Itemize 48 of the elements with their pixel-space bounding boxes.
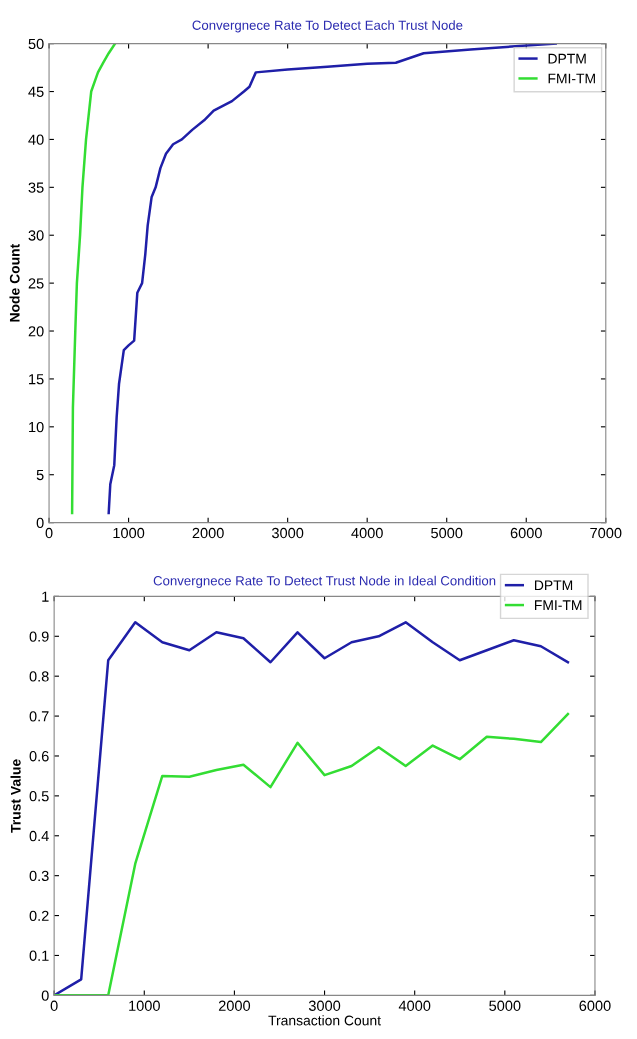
x-tick-label: 4000 <box>351 527 383 539</box>
x-tick-label: 7000 <box>590 527 622 539</box>
line-series <box>70 43 117 515</box>
x-tick-label: 2000 <box>218 1000 251 1011</box>
line-series <box>54 621 570 996</box>
x-tick-label: 4000 <box>398 1000 431 1011</box>
x-tick-label: 6000 <box>579 1000 611 1011</box>
x-tick-label: 1000 <box>129 1000 160 1011</box>
y-axis-title: Trust Value <box>10 759 21 833</box>
y-tick-label: 40 <box>28 134 44 145</box>
x-tick-label: 5000 <box>431 527 463 539</box>
y-tick-label: 1 <box>42 591 49 602</box>
y-tick-label: 0 <box>41 990 49 1001</box>
legend-label: DPTM <box>548 53 586 64</box>
x-tick-label: 1000 <box>113 527 145 539</box>
y-tick-label: 0.3 <box>29 870 49 882</box>
chart-title: Convergnece Rate To Detect Each Trust Node <box>192 20 463 33</box>
y-tick-label: 25 <box>28 278 44 289</box>
y-tick-label: 0.4 <box>29 830 49 842</box>
legend-label: FMI-TM <box>548 73 595 84</box>
x-tick-label: 5000 <box>489 1000 521 1011</box>
y-tick-label: 0.8 <box>29 671 49 682</box>
y-tick-label: 45 <box>28 86 44 97</box>
y-tick-label: 0.6 <box>29 751 49 762</box>
y-tick-label: 0.9 <box>29 631 49 642</box>
y-tick-label: 30 <box>28 230 44 241</box>
y-tick-label: 0 <box>36 517 44 529</box>
y-tick-label: 0.2 <box>29 910 49 921</box>
x-tick-label: 2000 <box>192 527 224 539</box>
y-axis-title: Node Count <box>9 243 20 322</box>
y-tick-label: 10 <box>29 421 44 433</box>
line-series <box>54 712 570 996</box>
x-tick-label: 3000 <box>271 527 304 539</box>
y-tick-label: 0.7 <box>29 711 49 722</box>
x-tick-label: 6000 <box>510 527 542 539</box>
x-tick-label: 3000 <box>308 1000 341 1011</box>
y-tick-label: 50 <box>28 38 44 50</box>
y-tick-label: 0.5 <box>29 790 49 802</box>
y-tick-label: 5 <box>36 469 44 481</box>
y-tick-label: 15 <box>29 374 44 385</box>
chart-title: Convergnece Rate To Detect Trust Node in Ideal Condition <box>153 575 496 589</box>
y-tick-label: 0.1 <box>29 950 49 961</box>
y-tick-label: 35 <box>28 182 44 193</box>
x-axis-title: Transaction Count <box>268 1015 381 1026</box>
legend-label: FMI-TM <box>535 600 582 610</box>
x-tick-label: 0 <box>50 1000 58 1011</box>
legend-label: DPTM <box>535 580 573 591</box>
y-tick-label: 20 <box>28 326 44 337</box>
